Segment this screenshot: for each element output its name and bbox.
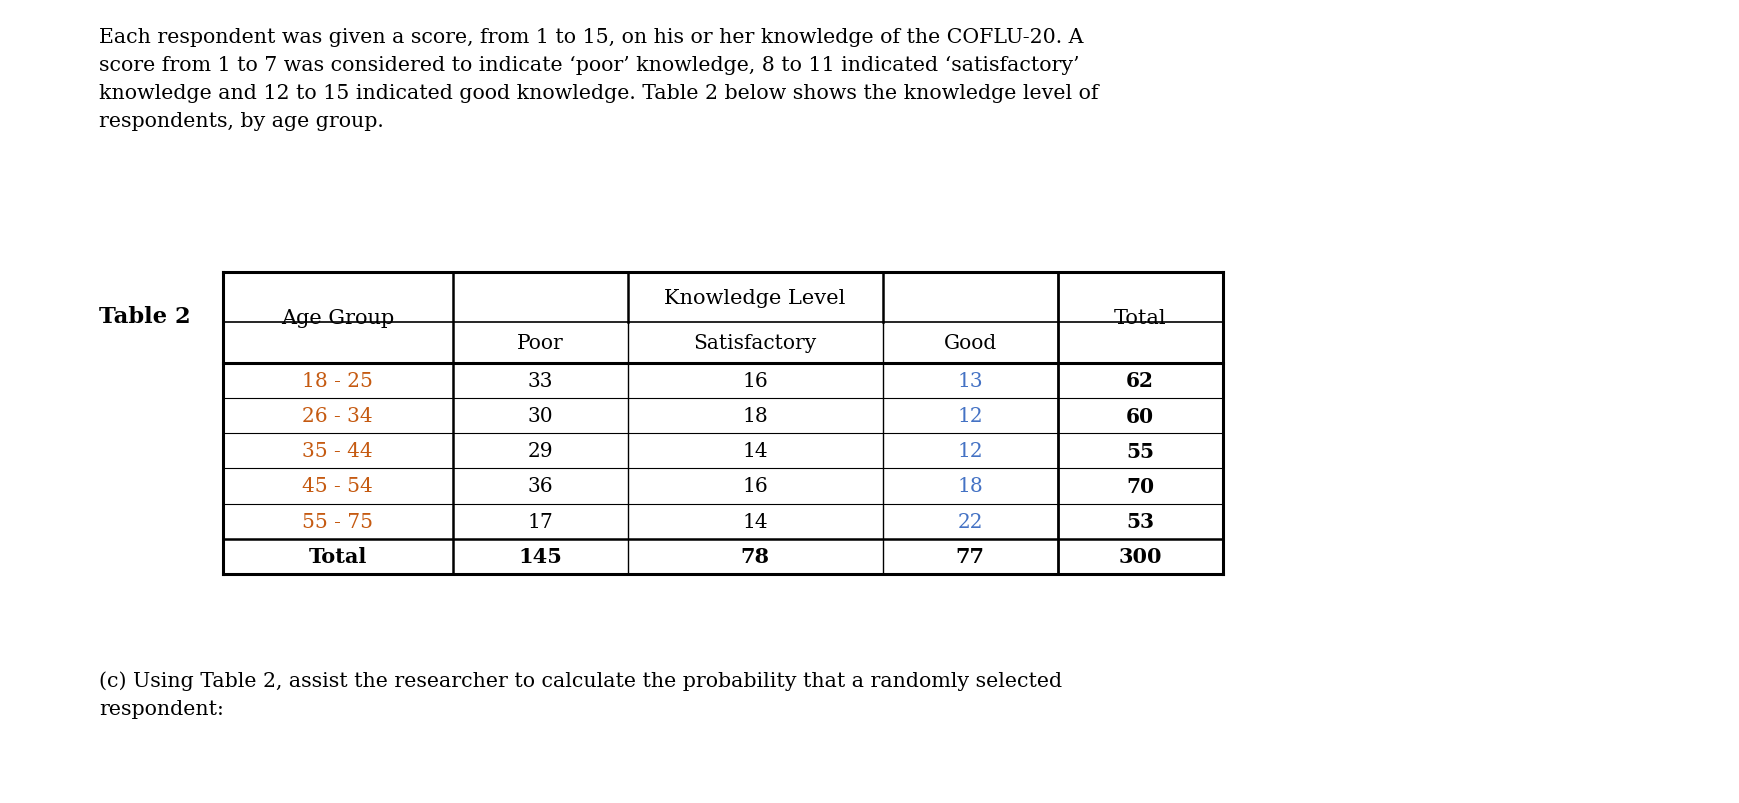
Text: Knowledge Level: Knowledge Level [664, 288, 845, 308]
Text: 16: 16 [743, 372, 769, 390]
Text: 14: 14 [743, 442, 769, 461]
Text: 22: 22 [956, 512, 983, 531]
Text: 35 - 44: 35 - 44 [303, 442, 372, 461]
Text: 13: 13 [956, 372, 983, 390]
Text: 12: 12 [956, 442, 983, 461]
Text: 77: 77 [955, 547, 984, 567]
Text: 14: 14 [743, 512, 769, 531]
Text: 45 - 54: 45 - 54 [303, 477, 372, 495]
Text: 55 - 75: 55 - 75 [303, 512, 374, 531]
Text: 55: 55 [1127, 441, 1155, 461]
Text: 300: 300 [1118, 547, 1162, 567]
Text: 62: 62 [1127, 371, 1155, 391]
Text: Poor: Poor [516, 333, 563, 353]
Text: 26 - 34: 26 - 34 [303, 406, 372, 426]
Text: 16: 16 [743, 477, 769, 495]
Text: 12: 12 [956, 406, 983, 426]
Text: Each respondent was given a score, from 1 to 15, on his or her knowledge of the : Each respondent was given a score, from … [99, 28, 1099, 131]
Text: (c) Using Table 2, assist the researcher to calculate the probability that a ran: (c) Using Table 2, assist the researcher… [99, 671, 1063, 718]
Text: 78: 78 [741, 547, 770, 567]
Text: 29: 29 [527, 442, 553, 461]
Text: 18: 18 [956, 477, 983, 495]
Text: 33: 33 [527, 372, 553, 390]
Text: Good: Good [944, 333, 996, 353]
Text: 30: 30 [527, 406, 553, 426]
Text: Total: Total [308, 547, 367, 567]
Text: Satisfactory: Satisfactory [694, 333, 817, 353]
Text: 60: 60 [1125, 406, 1155, 426]
Text: Total: Total [1113, 308, 1167, 328]
Text: 70: 70 [1125, 476, 1155, 496]
Text: 145: 145 [518, 547, 562, 567]
Text: Age Group: Age Group [282, 308, 395, 328]
Text: 36: 36 [527, 477, 553, 495]
Text: 53: 53 [1127, 512, 1155, 532]
Text: 18 - 25: 18 - 25 [303, 372, 374, 390]
Text: 18: 18 [743, 406, 769, 426]
Text: Table 2: Table 2 [99, 305, 191, 327]
Text: 17: 17 [527, 512, 553, 531]
